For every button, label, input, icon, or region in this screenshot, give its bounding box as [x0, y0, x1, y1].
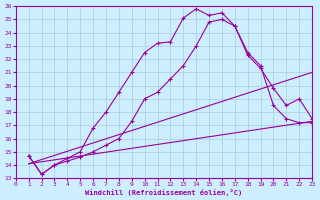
- X-axis label: Windchill (Refroidissement éolien,°C): Windchill (Refroidissement éolien,°C): [85, 189, 243, 196]
